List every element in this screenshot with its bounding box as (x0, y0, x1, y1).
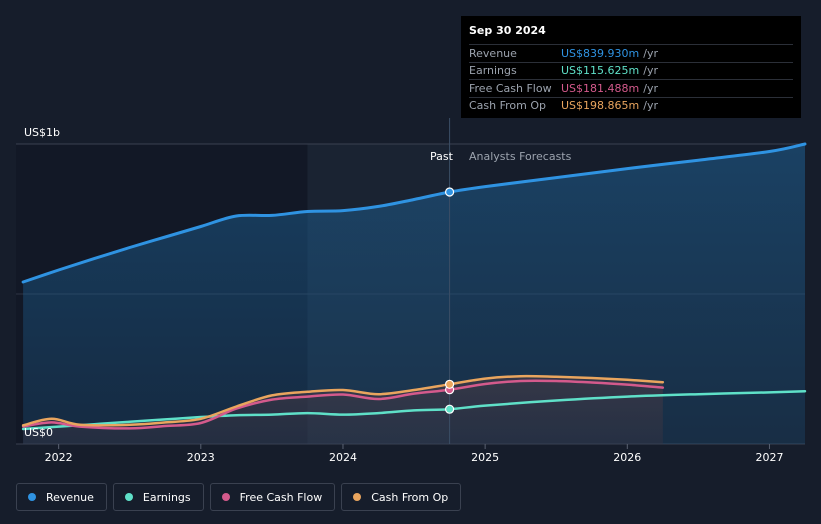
legend-item-revenue[interactable]: Revenue (16, 483, 107, 511)
tooltip-row: Free Cash Flow US$181.488m/yr (469, 79, 793, 97)
legend-item-free-cash-flow[interactable]: Free Cash Flow (209, 483, 336, 511)
tooltip-label: Free Cash Flow (469, 81, 552, 95)
tooltip-row: Revenue US$839.930m/yr (469, 44, 793, 62)
past-label: Past (430, 150, 453, 163)
legend-label: Earnings (142, 490, 191, 504)
legend-dot-icon (353, 493, 362, 501)
cash-from-op-line (21, 374, 665, 427)
tooltip: Sep 30 2024 Revenue US$839.930m/yr Earning… (461, 16, 801, 118)
tooltip-date: Sep 30 2024 (469, 24, 546, 37)
earnings-line (21, 389, 807, 431)
legend-dot-icon (124, 493, 133, 501)
legend-item-earnings[interactable]: Earnings (112, 483, 204, 511)
legend-label: Revenue (46, 490, 94, 504)
tooltip-unit: /yr (643, 99, 658, 113)
x-tick-label: 2023 (186, 451, 215, 464)
tooltip-value: US$839.930m (561, 46, 640, 60)
y-axis-top-label: US$1b (24, 126, 61, 139)
lower-area (23, 376, 663, 444)
legend-label: Cash From Op (371, 490, 449, 504)
x-tick-label: 2025 (471, 451, 500, 464)
legend-dot-icon (221, 493, 230, 501)
revenue-line (21, 142, 807, 284)
x-tick-label: 2022 (44, 451, 73, 464)
tooltip-label: Revenue (469, 46, 517, 60)
tooltip-value: US$115.625m (561, 64, 640, 78)
legend-dot-icon (28, 493, 36, 501)
tooltip-value: US$198.865m (561, 99, 640, 113)
cash-from-op-marker (444, 379, 455, 389)
legend: Revenue Earnings Free Cash Flow Cash From O… (16, 483, 462, 511)
revenue-marker (444, 187, 455, 197)
tooltip-unit: /yr (643, 46, 658, 60)
tooltip-row: Earnings US$115.625m/yr (469, 61, 793, 80)
free-cash-flow-line (21, 379, 665, 430)
tooltip-unit: /yr (643, 64, 658, 78)
tooltip-unit: /yr (643, 81, 658, 95)
legend-label: Free Cash Flow (239, 490, 323, 504)
tooltip-label: Earnings (469, 64, 517, 78)
revenue-area (23, 144, 806, 444)
x-tick-label: 2026 (613, 451, 642, 464)
y-axis-bottom-label: US$0 (24, 426, 54, 439)
forecast-label: Analysts Forecasts (469, 150, 572, 163)
tooltip-label: Cash From Op (469, 99, 547, 113)
x-tick-label: 2024 (328, 451, 357, 464)
legend-item-cash-from-op[interactable]: Cash From Op (341, 483, 462, 511)
earnings-marker (444, 404, 455, 414)
x-tick-label: 2027 (755, 451, 784, 464)
tooltip-value: US$181.488m (561, 81, 640, 95)
tooltip-row: Cash From Op US$198.865m/yr (469, 96, 793, 115)
